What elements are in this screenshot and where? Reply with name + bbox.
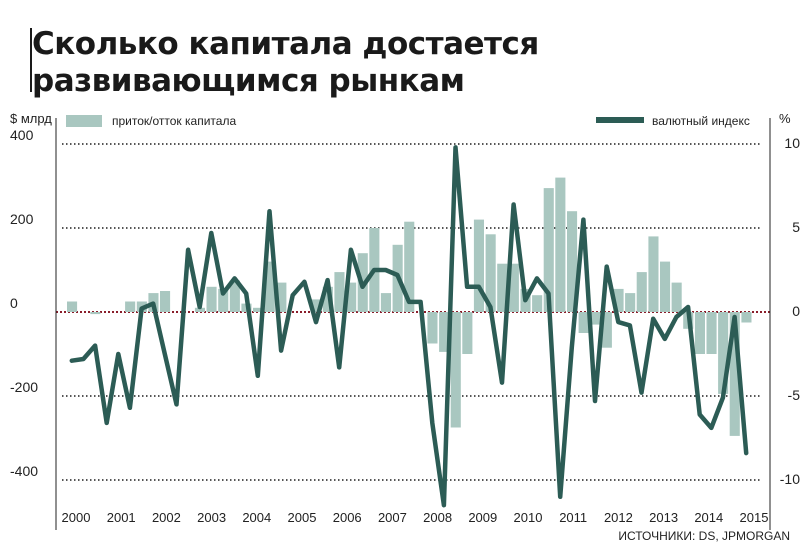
capital-flow-bar [125,301,136,312]
capital-flow-bar [660,261,671,312]
x-axis-tick-label: 2001 [107,510,136,525]
x-axis-tick-label: 2007 [378,510,407,525]
x-axis-tick-label: 2003 [197,510,226,525]
capital-flow-bar [462,312,473,354]
chart-title: Сколько капитала достается развивающимся… [32,26,539,100]
capital-flow-bar [718,312,729,394]
capital-flow-bars [67,177,752,436]
right-axis-tick-label: 10 [784,135,800,151]
capital-flow-bar [555,177,566,312]
x-axis-tick-label: 2000 [62,510,91,525]
capital-flow-bar [206,286,217,312]
right-axis-tick-label: -5 [788,387,801,403]
capital-flow-bar [218,288,229,312]
capital-flow-bar [694,312,705,354]
right-axis-tick-label: 5 [792,219,800,235]
capital-flow-bar [264,261,275,312]
x-axis-tick-label: 2015 [740,510,769,525]
x-axis-tick-label: 2004 [242,510,271,525]
legend-line-swatch [596,117,644,123]
capital-flow-bar [613,288,624,312]
right-axis-unit: % [779,111,791,126]
capital-flow-bar [729,312,740,436]
capital-flow-bar [427,312,438,344]
chart-title-line-2: развивающимся рынкам [32,63,465,99]
capital-flow-bar [473,219,484,312]
x-axis-tick-label: 2011 [559,510,587,525]
capital-flow-bar [346,282,357,312]
capital-flow-bar [497,263,508,312]
capital-flow-bar [578,312,589,333]
capital-flow-bar [741,312,752,323]
x-axis-tick-label: 2008 [423,510,452,525]
capital-flow-bar [532,295,543,312]
capital-flow-bar [404,221,415,312]
currency-index-line-layer [69,145,749,508]
capital-flow-bar [485,234,496,312]
legend-bar-label: приток/отток капитала [112,114,236,128]
capital-flow-bar [160,291,171,312]
capital-flow-bar [67,301,78,312]
capital-flow-bar [439,312,450,352]
x-axis-tick-label: 2002 [152,510,181,525]
capital-flow-bar [253,307,264,312]
x-axis-tick-label: 2010 [514,510,543,525]
currency-index-line [69,145,749,508]
capital-flow-bar [311,299,322,312]
capital-flow-bar [590,312,601,325]
title-accent-bar [30,28,32,92]
left-axis-tick-label: -400 [10,463,38,479]
source-note: ИСТОЧНИКИ: DS, JPMORGAN [618,529,790,543]
capital-flow-bar [450,312,461,428]
capital-flow-bar [90,312,101,315]
capital-flow-bar [322,286,333,312]
left-axis-tick-label: 0 [10,295,18,311]
x-axis-tick-label: 2006 [333,510,362,525]
capital-flow-bar [625,293,636,312]
right-axis-tick-label: -10 [780,471,800,487]
x-axis-tick-label: 2012 [604,510,633,525]
capital-flow-bar [671,282,682,312]
x-axis-tick-label: 2013 [649,510,678,525]
capital-flow-bar [508,263,519,312]
capital-flow-bar [706,312,717,354]
chart-title-line-1: Сколько капитала достается [32,26,539,62]
capital-flow-bar [648,236,659,312]
capital-flow-bar [380,293,391,312]
capital-flow-bar [276,282,287,312]
left-axis-tick-label: 400 [10,127,34,143]
capital-flow-bar [601,312,612,348]
right-axis-tick-label: 0 [792,303,800,319]
capital-flow-bar [636,272,647,312]
capital-flow-bar [194,307,205,312]
capital-flow-bar [334,272,345,312]
capital-flow-bar [567,211,578,312]
x-axis-tick-label: 2005 [288,510,317,525]
x-axis-tick-label: 2009 [468,510,497,525]
legend-bar-swatch [66,115,102,127]
capital-flow-bar [229,280,240,312]
legend-line-label: валютный индекс [652,114,750,128]
capital-flow-bar [543,188,554,312]
left-axis-unit: $ млрд [10,111,52,126]
x-axis-tick-label: 2014 [694,510,723,525]
left-axis-tick-label: -200 [10,379,38,395]
legend: приток/отток капитала валютный индекс [66,114,750,128]
left-axis-tick-label: 200 [10,211,34,227]
